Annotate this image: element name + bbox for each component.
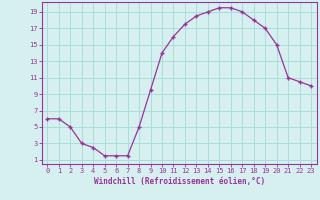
X-axis label: Windchill (Refroidissement éolien,°C): Windchill (Refroidissement éolien,°C): [94, 177, 265, 186]
